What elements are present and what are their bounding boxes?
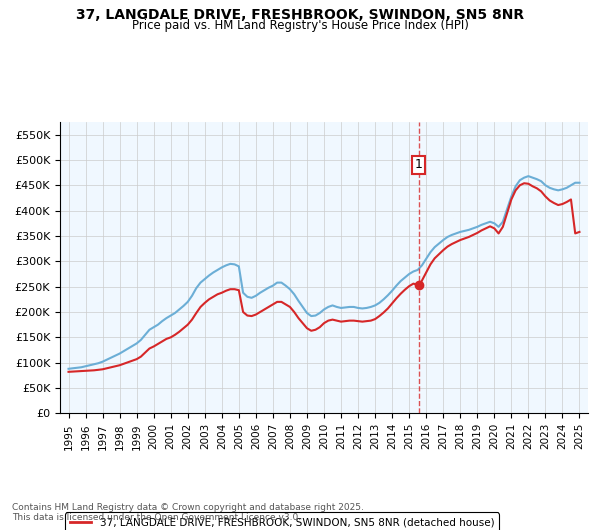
Text: Price paid vs. HM Land Registry's House Price Index (HPI): Price paid vs. HM Land Registry's House … [131, 19, 469, 32]
Text: Contains HM Land Registry data © Crown copyright and database right 2025.
This d: Contains HM Land Registry data © Crown c… [12, 502, 364, 522]
Text: 1: 1 [415, 158, 422, 172]
Text: 37, LANGDALE DRIVE, FRESHBROOK, SWINDON, SN5 8NR: 37, LANGDALE DRIVE, FRESHBROOK, SWINDON,… [76, 8, 524, 22]
Legend: 37, LANGDALE DRIVE, FRESHBROOK, SWINDON, SN5 8NR (detached house), HPI: Average : 37, LANGDALE DRIVE, FRESHBROOK, SWINDON,… [65, 513, 499, 530]
